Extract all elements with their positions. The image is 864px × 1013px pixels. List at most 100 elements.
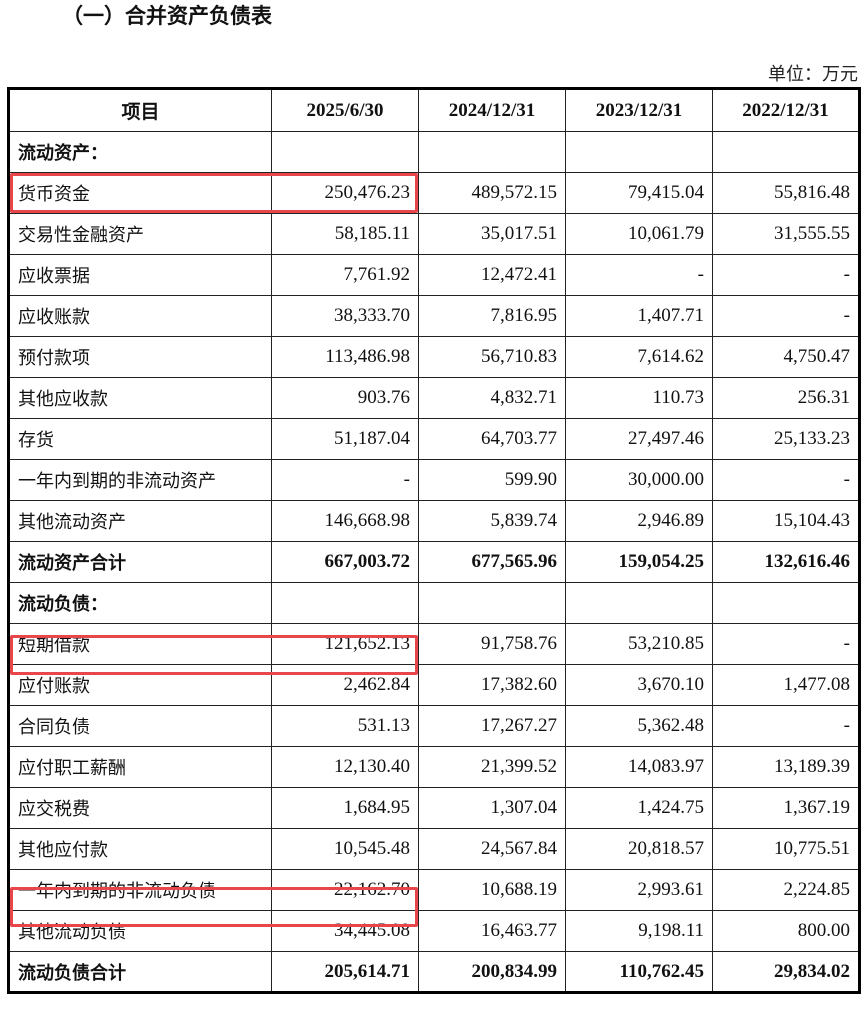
- value-cell: 10,688.19: [418, 869, 566, 911]
- value-cell: -: [712, 254, 860, 296]
- table-row: 应付职工薪酬 12,130.40 21,399.52 14,083.97 13,189.…: [8, 746, 860, 788]
- row-label: 应收账款: [8, 295, 272, 337]
- value-cell: 16,463.77: [418, 910, 566, 952]
- value-cell: -: [712, 459, 860, 501]
- table-row: 应收票据 7,761.92 12,472.41- -: [8, 254, 860, 296]
- value-cell: 4,832.71: [418, 377, 566, 419]
- value-cell: 13,189.39: [712, 746, 860, 788]
- value-cell: 10,061.79: [565, 213, 713, 255]
- table-row: 流动负债合计 205,614.71 200,834.99 110,762.45 29,8…: [8, 951, 860, 993]
- row-label: 交易性金融资产: [8, 213, 272, 255]
- value-cell: 21,399.52: [418, 746, 566, 788]
- column-header: 2022/12/31: [712, 88, 860, 132]
- value-cell: 159,054.25: [565, 541, 713, 583]
- value-cell: 132,616.46: [712, 541, 860, 583]
- row-label: 预付款项: [8, 336, 272, 378]
- value-cell: -: [712, 295, 860, 337]
- balance-sheet-table: 项目 2025/6/30 2024/12/31 2023/12/31 2022/12/3…: [7, 87, 861, 994]
- value-cell: 12,472.41: [418, 254, 566, 296]
- value-cell: 35,017.51: [418, 213, 566, 255]
- table-row: 流动负债：: [8, 582, 860, 624]
- row-label: 存货: [8, 418, 272, 460]
- value-cell: 677,565.96: [418, 541, 566, 583]
- value-cell: -: [565, 254, 713, 296]
- highlight-box: [10, 173, 418, 213]
- value-cell: 2,224.85: [712, 869, 860, 911]
- row-label: 应付职工薪酬: [8, 746, 272, 788]
- value-cell: [418, 582, 566, 624]
- value-cell: 1,424.75: [565, 787, 713, 829]
- value-cell: 800.00: [712, 910, 860, 952]
- value-cell: 5,839.74: [418, 500, 566, 542]
- row-label: 应交税费: [8, 787, 272, 829]
- value-cell: 3,670.10: [565, 664, 713, 706]
- table-row: 流动资产：: [8, 131, 860, 173]
- value-cell: 64,703.77: [418, 418, 566, 460]
- table-row: 应交税费 1,684.95 1,307.04 1,424.75 1,367.19: [8, 787, 860, 829]
- table-row: 其他应付款 10,545.48 24,567.84 20,818.57 10,775.5…: [8, 828, 860, 870]
- value-cell: 1,477.08: [712, 664, 860, 706]
- column-header: 2025/6/30: [271, 88, 419, 132]
- value-cell: 1,407.71: [565, 295, 713, 337]
- row-label: 短期借款: [8, 623, 272, 665]
- table-row: 一年内到期的非流动负债 22,162.70 10,688.19 2,993.61 2,2…: [8, 869, 860, 911]
- value-cell: 30,000.00: [565, 459, 713, 501]
- table-row: 流动资产合计 667,003.72 677,565.96 159,054.25 132,…: [8, 541, 860, 583]
- value-cell: 9,198.11: [565, 910, 713, 952]
- value-cell: 10,545.48: [271, 828, 419, 870]
- row-label: 应收票据: [8, 254, 272, 296]
- value-cell: 53,210.85: [565, 623, 713, 665]
- value-cell: 51,187.04: [271, 418, 419, 460]
- value-cell: 58,185.11: [271, 213, 419, 255]
- value-cell: 146,668.98: [271, 500, 419, 542]
- value-cell: 531.13: [271, 705, 419, 747]
- value-cell: 1,367.19: [712, 787, 860, 829]
- value-cell: 24,567.84: [418, 828, 566, 870]
- value-cell: [712, 131, 860, 173]
- value-cell: 12,130.40: [271, 746, 419, 788]
- row-label: 其他应付款: [8, 828, 272, 870]
- section-title: （一）合并资产负债表: [62, 4, 272, 28]
- table-row: 应收账款 38,333.70 7,816.95 1,407.71-: [8, 295, 860, 337]
- value-cell: 113,486.98: [271, 336, 419, 378]
- row-label: 一年内到期的非流动资产: [8, 459, 272, 501]
- value-cell: 2,946.89: [565, 500, 713, 542]
- value-cell: 110,762.45: [565, 951, 713, 993]
- value-cell: -: [712, 705, 860, 747]
- row-label: 流动负债：: [8, 582, 272, 624]
- value-cell: 110.73: [565, 377, 713, 419]
- value-cell: 1,684.95: [271, 787, 419, 829]
- table-row: 其他应收款 903.76 4,832.71 110.73 256.31: [8, 377, 860, 419]
- value-cell: 7,816.95: [418, 295, 566, 337]
- value-cell: 17,382.60: [418, 664, 566, 706]
- column-header: 2023/12/31: [565, 88, 713, 132]
- value-cell: 121,652.13: [271, 623, 419, 665]
- unit-label: 单位：万元: [768, 64, 858, 85]
- value-cell: 31,555.55: [712, 213, 860, 255]
- value-cell: 1,307.04: [418, 787, 566, 829]
- value-cell: 489,572.15: [418, 172, 566, 214]
- value-cell: 25,133.23: [712, 418, 860, 460]
- value-cell: 17,267.27: [418, 705, 566, 747]
- value-cell: [712, 582, 860, 624]
- value-cell: 4,750.47: [712, 336, 860, 378]
- value-cell: 20,818.57: [565, 828, 713, 870]
- value-cell: 5,362.48: [565, 705, 713, 747]
- value-cell: 599.90: [418, 459, 566, 501]
- value-cell: 256.31: [712, 377, 860, 419]
- value-cell: 10,775.51: [712, 828, 860, 870]
- value-cell: 205,614.71: [271, 951, 419, 993]
- value-cell: 200,834.99: [418, 951, 566, 993]
- value-cell: 250,476.23: [271, 172, 419, 214]
- column-header: 项目: [8, 88, 272, 132]
- header-row: 项目 2025/6/30 2024/12/31 2023/12/31 2022/12/3…: [8, 88, 860, 132]
- row-label: 货币资金: [8, 172, 272, 214]
- value-cell: 91,758.76: [418, 623, 566, 665]
- row-label: 其他应收款: [8, 377, 272, 419]
- table-row: 货币资金 250,476.23 489,572.15 79,415.04 55,816.…: [8, 172, 860, 214]
- row-label: 流动资产合计: [8, 541, 272, 583]
- table-row: 一年内到期的非流动资产 -599.90 30,000.00-: [8, 459, 860, 501]
- value-cell: 2,462.84: [271, 664, 419, 706]
- value-cell: [271, 131, 419, 173]
- value-cell: -: [712, 623, 860, 665]
